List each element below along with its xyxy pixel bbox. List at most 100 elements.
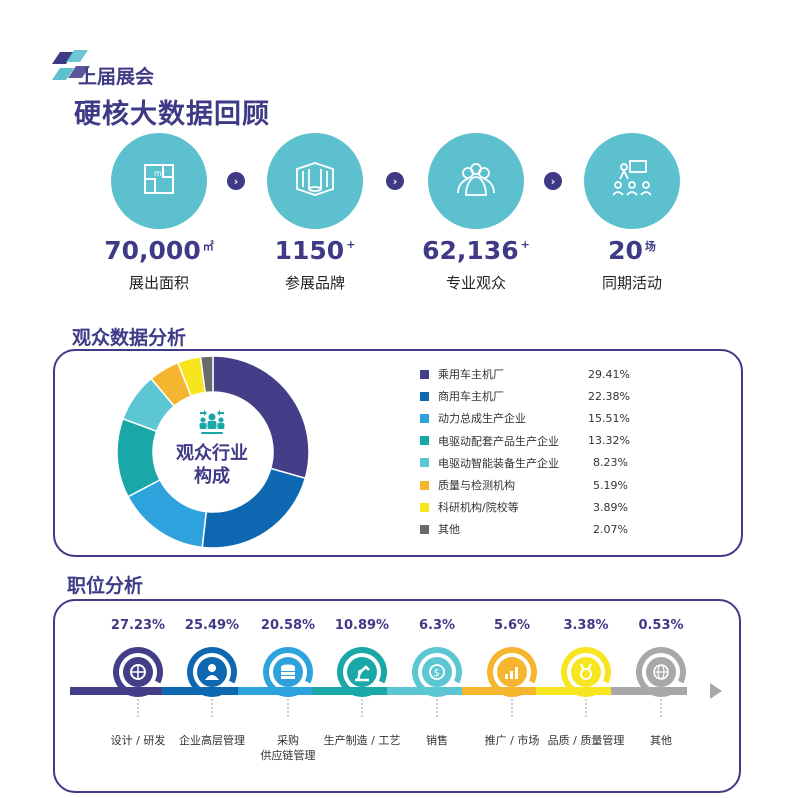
presentation-icon (608, 157, 656, 205)
job-ring (487, 647, 537, 697)
job-label: 生产制造 / 工艺 (307, 733, 417, 748)
job-percentage: 0.53% (638, 618, 684, 633)
legend-swatch (420, 524, 429, 534)
stat-unit: 场 (644, 240, 656, 253)
page-title: 硬核大数据回顾 (74, 99, 270, 130)
stat-unit: + (346, 238, 356, 251)
job-ring (113, 647, 163, 697)
stat-value: 62,136 + (396, 236, 556, 265)
legend-swatch (420, 480, 429, 490)
globe-icon (653, 664, 669, 680)
legend-swatch (420, 502, 429, 512)
jobs-section-title: 职位分析 (67, 575, 144, 597)
job-label-line2: 供应链管理 (260, 749, 316, 762)
booth-icon (291, 157, 339, 205)
job-label: 企业高层管理 (157, 733, 267, 748)
stat-label: 专业观众 (445, 274, 506, 292)
job-label-line1: 其他 (650, 734, 672, 747)
legend-item: 电驱动智能装备生产企业 8.23% (420, 452, 628, 474)
legend-label: 电驱动配套产品生产企业 (438, 434, 559, 448)
job-percentage: 20.58% (260, 618, 316, 633)
job-icon-bg (571, 657, 601, 687)
industry-donut-chart (116, 355, 310, 549)
legend-value: 3.89% (593, 500, 628, 514)
job-percentage: 25.49% (184, 618, 240, 633)
job-label: 推广 / 市场 (457, 733, 567, 748)
legend-item: 电驱动配套产品生产企业 13.32% (420, 430, 630, 452)
job-ring (412, 647, 462, 697)
legend-value: 2.07% (593, 522, 628, 536)
stat-circle (267, 133, 363, 229)
job-label-line1: 销售 (426, 734, 448, 747)
audience-panel (53, 349, 743, 557)
legend-item: 动力总成生产企业 15.51% (420, 407, 630, 429)
stat-value: 1150 + (235, 236, 395, 265)
svg-text:$: $ (434, 668, 440, 679)
legend-label: 科研机构/院校等 (438, 501, 519, 515)
job-ring (187, 647, 237, 697)
manager-icon (205, 664, 219, 680)
job-percentage: 10.89% (334, 618, 390, 633)
stat-number: 62,136 (422, 236, 519, 265)
legend-swatch (420, 369, 429, 379)
job-percentage: 6.3% (418, 618, 456, 633)
chevron-right-icon: › (386, 172, 404, 190)
legend-value: 15.51% (588, 411, 630, 425)
job-ring (337, 647, 387, 697)
legend-item: 其他 2.07% (420, 518, 628, 540)
job-label-line1: 品质 / 质量管理 (547, 734, 625, 747)
job-ring (561, 647, 611, 697)
floorplan-icon: m² (137, 157, 181, 205)
legend-item: 商用车主机厂 22.38% (420, 385, 630, 407)
job-label: 品质 / 质量管理 (531, 733, 641, 748)
legend-label: 动力总成生产企业 (438, 412, 526, 426)
dollar-icon: $ (429, 664, 445, 680)
stat-value: 70,000 ㎡ (79, 236, 239, 265)
gear-globe-icon (130, 664, 146, 680)
robot-arm-icon (355, 665, 370, 682)
legend-label: 其他 (438, 523, 460, 537)
legend-value: 8.23% (593, 456, 628, 470)
chevron-right-icon: › (544, 172, 562, 190)
chevron-right-icon: › (227, 172, 245, 190)
job-ring (263, 647, 313, 697)
job-label: 采购 供应链管理 (233, 733, 343, 763)
timeline-arrow-icon (710, 683, 722, 699)
audience-icon (452, 157, 500, 205)
legend-value: 13.32% (588, 434, 630, 448)
stat-value: 20 场 (552, 236, 712, 265)
job-position-chart: $ (70, 647, 722, 717)
job-label: 其他 (606, 733, 716, 748)
people-group-icon (199, 410, 225, 434)
legend-item: 质量与检测机构 5.19% (420, 474, 628, 496)
donut-center: 观众行业 构成 (160, 408, 264, 488)
legend-swatch (420, 413, 429, 423)
donut-center-line2: 构成 (194, 466, 230, 487)
job-percentage: 3.38% (563, 618, 609, 633)
legend-label: 乘用车主机厂 (438, 368, 504, 382)
stat-label: 同期活动 (601, 274, 662, 292)
audience-section-title: 观众数据分析 (72, 327, 187, 349)
stat-label: 展出面积 (128, 274, 189, 292)
job-label-line1: 采购 (277, 734, 299, 747)
stat-number: 1150 (274, 236, 345, 265)
job-label: 销售 (382, 733, 492, 748)
section-kicker: 上届展会 (78, 66, 155, 88)
stat-number: 70,000 (104, 236, 201, 265)
job-percentage: 5.6% (493, 618, 531, 633)
stat-circle (428, 133, 524, 229)
legend-swatch (420, 436, 429, 446)
legend-value: 5.19% (593, 478, 628, 492)
coins-icon (281, 664, 295, 679)
legend-label: 商用车主机厂 (438, 390, 504, 404)
donut-center-line1: 观众行业 (176, 443, 248, 464)
legend-swatch (420, 458, 429, 468)
industry-legend: 乘用车主机厂 29.41% 商用车主机厂 22.38% 动力总成生产企业 15.51% 电驱… (420, 363, 630, 541)
svg-text:m²: m² (154, 169, 165, 178)
legend-label: 电驱动智能装备生产企业 (438, 456, 559, 470)
growth-chart-icon (505, 667, 518, 679)
brand-logo-icon (52, 50, 90, 80)
stat-number: 20 (608, 236, 643, 265)
legend-label: 质量与检测机构 (438, 479, 515, 493)
job-ring (636, 647, 686, 697)
